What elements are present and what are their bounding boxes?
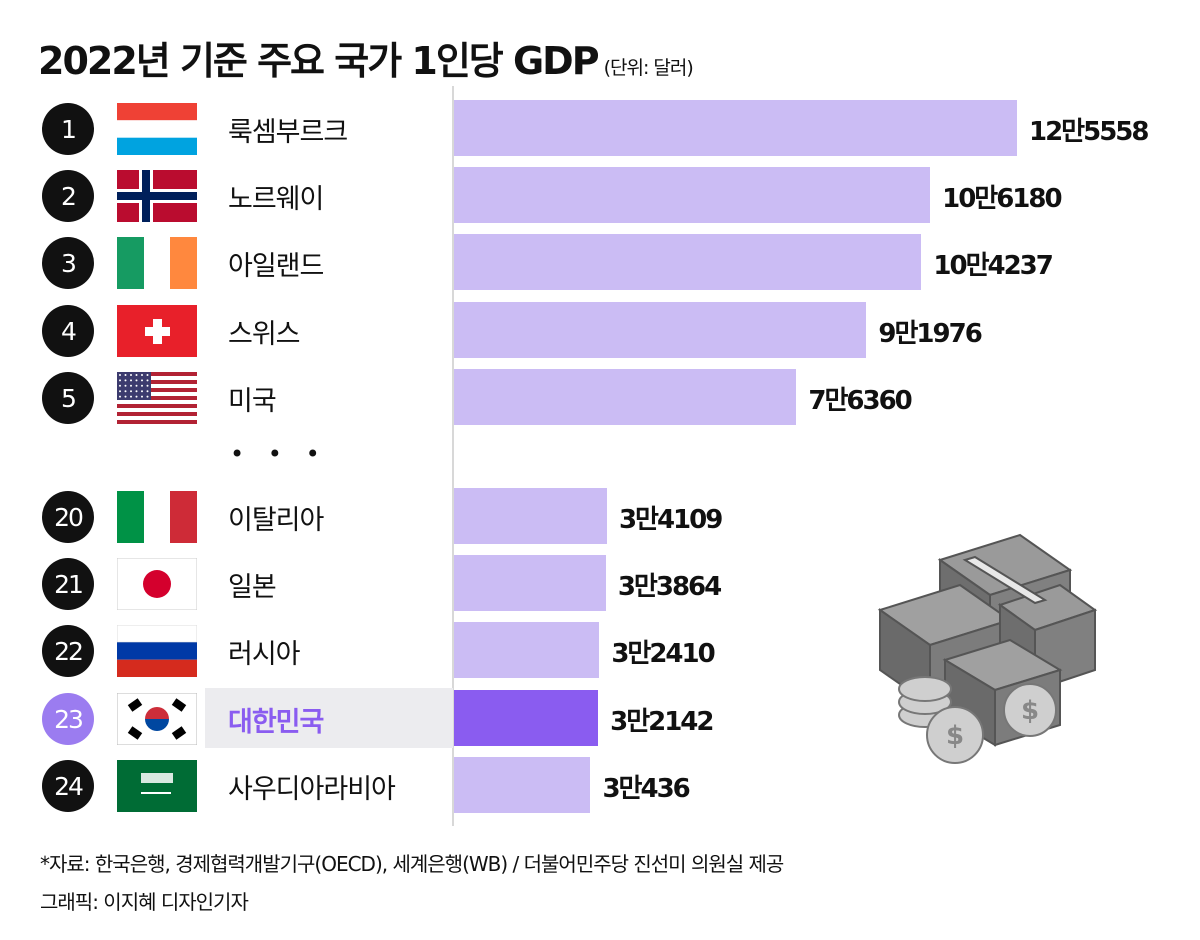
bar-row-switzerland: 4 스위스 9만1976: [0, 302, 1200, 360]
bar: [454, 302, 867, 358]
title-text: 2022년 기준 주요 국가 1인당 GDP: [38, 39, 600, 83]
saudi-flag-icon: [117, 760, 197, 812]
country-label: 러시아: [228, 639, 301, 670]
unit-label: (단위: 달러): [603, 57, 694, 79]
ireland-flag-icon: [117, 237, 197, 289]
rank-badge: 24: [42, 760, 94, 812]
country-label: 룩셈부르크: [228, 117, 348, 148]
country-label: 아일랜드: [228, 251, 324, 282]
bar-row-korea: 23 대한민국 3만2142: [0, 688, 1200, 748]
japan-flag-icon: [117, 558, 197, 610]
country-label: 이탈리아: [228, 505, 324, 536]
rank-badge: 1: [42, 103, 94, 155]
credit-note: 그래픽: 이지혜 디자인기자: [40, 890, 249, 914]
value-label: 12만5558: [1029, 117, 1149, 147]
gap-marker: • • •: [230, 440, 328, 468]
italy-flag-icon: [117, 491, 197, 543]
highlight-background: [205, 688, 453, 748]
rank-badge: 23: [42, 693, 94, 745]
rank-badge: 4: [42, 305, 94, 357]
usa-flag-icon: [117, 372, 197, 424]
country-label: 미국: [228, 386, 277, 417]
bar-row-saudi: 24 사우디아라비아 3만436: [0, 757, 1200, 815]
bar-row-japan: 21 일본 3만3864: [0, 555, 1200, 613]
bar-row-ireland: 3 아일랜드 10만4237: [0, 234, 1200, 292]
country-label: 사우디아라비아: [228, 774, 396, 805]
rank-badge: 22: [42, 625, 94, 677]
svg-text:$: $: [1021, 696, 1039, 726]
country-label: 스위스: [228, 319, 301, 350]
bar-row-russia: 22 러시아 3만2410: [0, 622, 1200, 680]
value-label: 3만3864: [617, 572, 722, 602]
luxembourg-flag-icon: [117, 103, 197, 155]
rank-badge: 21: [42, 558, 94, 610]
country-label: 일본: [228, 572, 277, 603]
bar-row-usa: 5 미국 7만6360: [0, 369, 1200, 427]
rank-badge: 3: [42, 237, 94, 289]
chart-title: 2022년 기준 주요 국가 1인당 GDP (단위: 달러): [38, 30, 694, 85]
bar-row-luxembourg: 1 룩셈부르크 12만5558: [0, 100, 1200, 158]
country-label: 노르웨이: [228, 184, 324, 215]
rank-badge: 20: [42, 491, 94, 543]
value-label: 10만4237: [933, 251, 1053, 281]
value-label: 7만6360: [808, 386, 912, 416]
bar: [454, 234, 922, 290]
bar: [454, 690, 599, 746]
value-label: 9만1976: [878, 319, 982, 349]
bar: [454, 757, 591, 813]
bar: [454, 555, 606, 611]
svg-text:$: $: [946, 721, 964, 751]
value-label: 3만4109: [618, 505, 723, 535]
korea-flag-icon: [117, 693, 197, 745]
switzerland-flag-icon: [117, 305, 197, 357]
country-label: 대한민국: [228, 707, 324, 738]
value-label: 3만2410: [611, 639, 715, 669]
money-stack-icon: $$: [877, 533, 1098, 764]
bar: [454, 622, 600, 678]
bar: [454, 369, 797, 425]
rank-badge: 2: [42, 170, 94, 222]
value-label: 3만436: [602, 774, 690, 804]
russia-flag-icon: [117, 625, 197, 677]
bar: [454, 488, 607, 544]
rank-badge: 5: [42, 372, 94, 424]
norway-flag-icon: [117, 170, 197, 222]
bar: [454, 167, 931, 223]
source-note: *자료: 한국은행, 경제협력개발기구(OECD), 세계은행(WB) / 더불…: [40, 852, 784, 876]
bar-row-norway: 2 노르웨이 10만6180: [0, 167, 1200, 225]
value-label: 3만2142: [610, 707, 714, 737]
value-label: 10만6180: [942, 184, 1062, 214]
axis-divider: [452, 86, 454, 826]
bar-row-italy: 20 이탈리아 3만4109: [0, 488, 1200, 546]
bar: [454, 100, 1017, 156]
